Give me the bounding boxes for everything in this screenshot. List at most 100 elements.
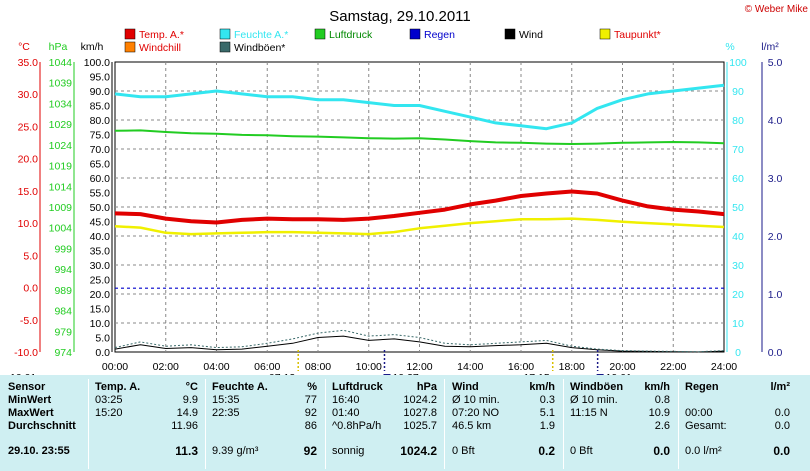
weather-chart: 35.030.025.020.015.010.05.00.0-5.0-10.01…: [10, 4, 809, 375]
legend-swatch: [124, 28, 136, 40]
pressure-axis-label: hPa: [49, 41, 68, 53]
stats-cell-label: 0 Bft: [452, 445, 475, 457]
x-tick-label: 12:00: [406, 361, 432, 373]
wind-tick-label: 35.0: [90, 246, 111, 258]
rain-tick-label: 0.0: [768, 347, 783, 359]
temp-tick-label: -5.0: [20, 315, 38, 327]
stats-column-unit: km/h: [529, 381, 555, 393]
legend-swatch: [219, 28, 231, 40]
stats-cell-label: 11:15 N: [570, 407, 608, 419]
stats-row-label: Durchschnitt: [8, 420, 76, 432]
stats-row-label: MaxWert: [8, 407, 54, 419]
temp-axis-label: °C: [18, 41, 30, 53]
sunrise-label: 07:13: [269, 372, 295, 375]
chart-series: [114, 83, 725, 353]
legend-swatch: [409, 28, 421, 40]
moonrise-label: 10:37: [392, 372, 418, 375]
wind-tick-label: 20.0: [90, 289, 111, 301]
stats-column-header: Wind: [452, 381, 479, 393]
pressure-tick-label: 994: [54, 264, 72, 276]
stats-divider: [444, 379, 445, 469]
stats-cell-value: 5.1: [539, 407, 555, 419]
wind-tick-label: 95.0: [90, 72, 111, 84]
humidity-tick-label: 70: [732, 144, 744, 156]
humidity-tick-label: 90: [732, 86, 744, 98]
stats-cell-value: 77: [304, 394, 317, 406]
stats-cell-label: 01:40: [332, 407, 360, 419]
wind-tick-label: 40.0: [90, 231, 111, 243]
x-tick-label: 08:00: [305, 361, 331, 373]
x-tick-label: 16:00: [508, 361, 534, 373]
stats-divider: [678, 379, 679, 469]
stats-cell-value: 0.2: [538, 444, 555, 458]
pressure-tick-label: 1044: [49, 57, 73, 69]
humidity-tick-label: 100: [729, 57, 747, 69]
x-tick-label: 14:00: [457, 361, 483, 373]
stats-cell-label: Ø 10 min.: [570, 394, 618, 406]
chart-axes: 35.0 30.0 25.0 20.0 15.0 10.0 5.0 0.0 -5.0 -10.0 1…: [14, 41, 782, 373]
x-tick-label: 04:00: [203, 361, 229, 373]
stats-cell-value: 86: [304, 420, 317, 432]
wind-axis-label: km/h: [81, 41, 104, 53]
stats-cell-label: 9.39 g/m³: [212, 445, 259, 457]
x-tick-label: 10:00: [356, 361, 382, 373]
stats-cell-value: 0.0: [774, 407, 790, 419]
stats-cell-label: 0 Bft: [570, 445, 593, 457]
stats-cell-value: 9.9: [182, 394, 198, 406]
stats-cell-label: 0.0 l/m²: [685, 445, 722, 457]
pressure-tick-label: 1024: [49, 140, 73, 152]
stats-cell-value: 1.9: [539, 420, 555, 432]
stats-column-unit: °C: [185, 381, 198, 393]
stats-column-header: Feuchte A.: [212, 381, 268, 393]
legend-swatch: [219, 41, 231, 53]
stats-cell-value: 10.9: [648, 407, 670, 419]
wind-tick-label: 90.0: [90, 86, 111, 98]
stats-cell-value: 0.3: [539, 394, 555, 406]
moon-icon: [383, 374, 391, 375]
copyright-label: © Weber Mike: [745, 4, 809, 15]
stats-column-unit: hPa: [416, 381, 437, 393]
rain-tick-label: 1.0: [768, 289, 783, 301]
stats-cell-label: 16:40: [332, 394, 360, 406]
wind-tick-label: 25.0: [90, 275, 111, 287]
humidity-tick-label: 50: [732, 202, 744, 214]
legend-label: Regen: [424, 29, 455, 41]
stats-column-unit: l/m²: [770, 381, 790, 393]
stats-divider: [88, 379, 89, 469]
chart-grid: [114, 61, 725, 353]
stats-cell-label: sonnig: [332, 445, 365, 457]
x-tick-label: 18:00: [559, 361, 585, 373]
pressure-tick-label: 999: [54, 243, 72, 255]
stats-divider: [563, 379, 564, 469]
wind-tick-label: 50.0: [90, 202, 111, 214]
legend-label: Temp. A.*: [139, 29, 184, 41]
humidity-tick-label: 40: [732, 231, 744, 243]
stats-cell-value: 1024.2: [403, 394, 437, 406]
stats-panel: Sensor MinWert MaxWert Durchschnitt 29.10. 2…: [0, 375, 810, 471]
wind-tick-label: 10.0: [90, 318, 111, 330]
stats-cell-value: 2.6: [654, 420, 670, 432]
x-tick-label: 20:00: [609, 361, 635, 373]
wind-tick-label: 60.0: [90, 173, 111, 185]
temp-tick-label: 10.0: [18, 218, 39, 230]
x-tick-label: 22:00: [660, 361, 686, 373]
pressure-tick-label: 1039: [49, 78, 73, 90]
stats-divider: [205, 379, 206, 469]
wind-tick-label: 55.0: [90, 188, 111, 200]
humidity-tick-label: 0: [735, 347, 741, 359]
current-time-label: 10:01: [10, 372, 36, 375]
pressure-tick-label: 984: [54, 306, 72, 318]
legend-swatch: [314, 28, 326, 40]
temp-tick-label: 0.0: [23, 283, 38, 295]
wind-tick-label: 5.0: [95, 333, 110, 345]
stats-cell-label: 46.5 km: [452, 420, 492, 432]
legend-label: Luftdruck: [329, 29, 373, 41]
wind-tick-label: 85.0: [90, 101, 111, 113]
x-tick-label: 02:00: [153, 361, 179, 373]
legend-swatch: [504, 28, 516, 40]
chart-legend: Temp. A.* Feuchte A.* Luftdruck Regen Wind Ta…: [124, 28, 661, 54]
stats-cell-label: Gesamt:: [685, 420, 727, 432]
legend-label: Taupunkt*: [614, 29, 661, 41]
wind-tick-label: 65.0: [90, 159, 111, 171]
stats-cell-value: 0.0: [774, 420, 790, 432]
